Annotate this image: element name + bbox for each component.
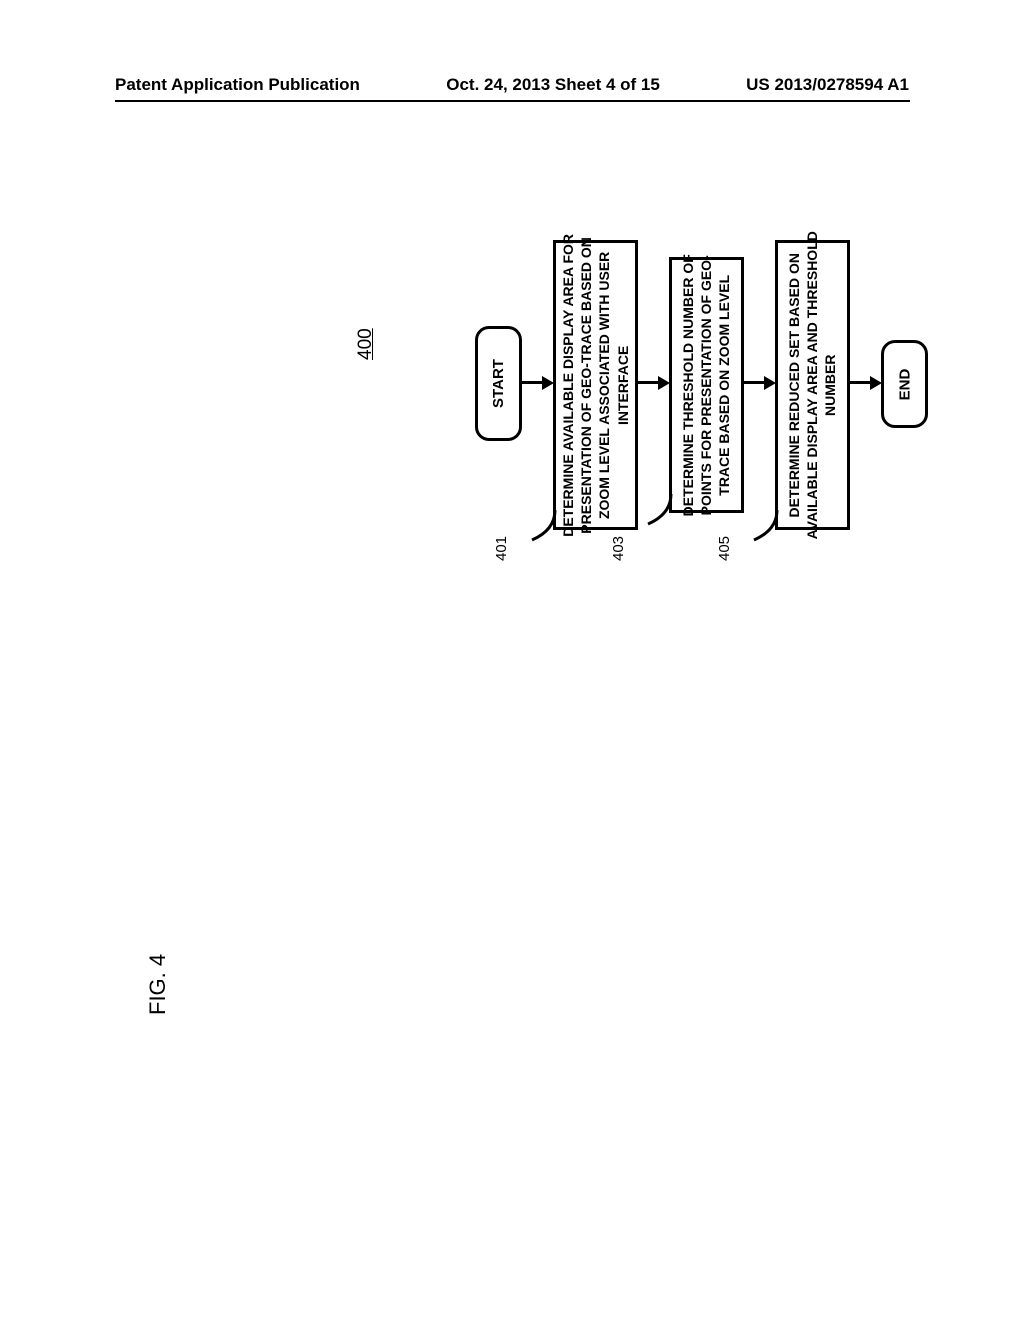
arrow-4	[850, 381, 870, 384]
figure-number: 400	[355, 328, 377, 360]
ref-403: 403	[610, 536, 627, 561]
process-403: DETERMINE THRESHOLD NUMBER OF POINTS FOR…	[669, 257, 744, 513]
header-left: Patent Application Publication	[115, 75, 360, 95]
ref-401: 401	[493, 536, 510, 561]
process-403-text: DETERMINE THRESHOLD NUMBER OF POINTS FOR…	[679, 254, 734, 516]
connector-403	[646, 494, 696, 534]
terminal-end: END	[881, 340, 928, 428]
arrow-3	[744, 381, 764, 384]
ref-405: 405	[716, 536, 733, 561]
figure-label: FIG. 4	[145, 954, 171, 1015]
process-401: DETERMINE AVAILABLE DISPLAY AREA FOR PRE…	[553, 240, 638, 530]
header-center: Oct. 24, 2013 Sheet 4 of 15	[446, 75, 660, 95]
page-header: Patent Application Publication Oct. 24, …	[0, 75, 1024, 95]
header-rule	[115, 100, 910, 102]
arrow-2	[638, 381, 658, 384]
header-right: US 2013/0278594 A1	[746, 75, 909, 95]
terminal-end-text: END	[896, 368, 913, 400]
process-405-text: DETERMINE REDUCED SET BASED ON AVAILABLE…	[785, 231, 840, 539]
arrow-1	[522, 381, 542, 384]
terminal-start: START	[475, 326, 522, 441]
connector-405	[752, 510, 802, 550]
process-405: DETERMINE REDUCED SET BASED ON AVAILABLE…	[775, 240, 850, 530]
connector-401	[530, 510, 580, 550]
terminal-start-text: START	[490, 359, 507, 408]
process-401-text: DETERMINE AVAILABLE DISPLAY AREA FOR PRE…	[559, 234, 632, 537]
